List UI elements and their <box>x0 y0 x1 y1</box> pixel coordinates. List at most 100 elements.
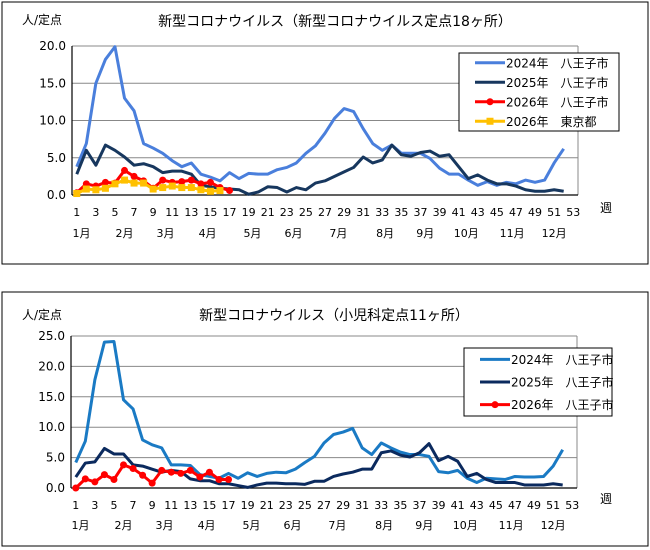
series-3 <box>72 461 233 492</box>
data-point <box>177 469 185 477</box>
data-point <box>215 475 223 483</box>
month-label: 7月 <box>329 227 347 240</box>
chart-1: 新型コロナウイルス（新型コロナウイルス定点18ヶ所） 人/定点週 0.0 5.0 10.… <box>1 1 649 265</box>
month-label: 1月 <box>73 227 91 240</box>
series-line <box>74 442 563 489</box>
x-tick-label: 33 <box>375 206 389 219</box>
series-1 <box>75 45 565 187</box>
series-1 <box>74 339 564 485</box>
data-point <box>110 475 118 483</box>
x-axis-label: 週 <box>600 201 612 215</box>
data-point <box>187 176 195 184</box>
x-tick-label: 23 <box>279 499 293 512</box>
y-tick-label: 25.0 <box>38 329 65 343</box>
series-2 <box>75 143 564 196</box>
data-point <box>159 184 167 192</box>
x-tick-label: 17 <box>222 499 236 512</box>
data-point <box>197 180 205 188</box>
x-tick-label: 45 <box>489 499 503 512</box>
month-label: 6月 <box>284 227 302 240</box>
data-point <box>216 187 224 195</box>
y-tick-label: 10.0 <box>39 114 66 128</box>
data-point <box>121 166 129 174</box>
data-point <box>139 471 147 479</box>
series-2 <box>74 442 563 489</box>
legend-marker <box>486 117 494 125</box>
x-tick-label: 45 <box>490 206 504 219</box>
x-tick-label: 41 <box>451 499 465 512</box>
month-label: 6月 <box>283 519 301 532</box>
legend-marker <box>491 401 499 409</box>
month-label: 10月 <box>453 519 478 532</box>
x-tick-label: 29 <box>336 499 350 512</box>
month-label: 10月 <box>454 227 479 240</box>
x-tick-label: 31 <box>355 499 369 512</box>
x-tick-label: 21 <box>261 206 275 219</box>
x-tick-label: 39 <box>433 206 447 219</box>
chart-frame <box>1 291 649 547</box>
data-point <box>206 178 214 186</box>
month-label: 4月 <box>198 519 216 532</box>
month-label: 5月 <box>242 519 260 532</box>
x-tick-label: 27 <box>318 206 332 219</box>
x-tick-label: 13 <box>183 499 197 512</box>
data-point <box>149 185 157 193</box>
month-label: 12月 <box>541 519 566 532</box>
month-label: 2月 <box>115 519 133 532</box>
series-line <box>74 339 564 485</box>
x-tick-label: 5 <box>111 206 118 219</box>
x-tick-label: 37 <box>412 499 426 512</box>
data-point <box>72 484 80 492</box>
x-tick-label: 11 <box>165 206 179 219</box>
legend-label: 2025年 八王子市 <box>506 75 609 90</box>
x-tick-label: 33 <box>374 499 388 512</box>
data-point <box>73 190 81 198</box>
x-tick-label: 13 <box>184 206 198 219</box>
y-tick-label: 0.0 <box>47 188 66 202</box>
data-point <box>168 182 176 190</box>
legend-label: 2024年 八王子市 <box>506 55 609 70</box>
data-point <box>206 187 214 195</box>
month-label: 8月 <box>375 519 393 532</box>
y-tick-label: 15.0 <box>39 76 66 90</box>
data-point <box>101 178 109 186</box>
x-tick-label: 1 <box>72 499 79 512</box>
data-point <box>186 466 194 474</box>
x-tick-label: 9 <box>150 206 157 219</box>
month-label: 4月 <box>199 227 217 240</box>
month-label: 5月 <box>243 227 261 240</box>
x-tick-label: 43 <box>470 499 484 512</box>
x-tick-label: 47 <box>509 206 523 219</box>
x-tick-label: 1 <box>73 206 80 219</box>
data-point <box>111 180 119 188</box>
x-tick-label: 49 <box>527 499 541 512</box>
x-tick-label: 17 <box>223 206 237 219</box>
x-tick-label: 21 <box>260 499 274 512</box>
series-line <box>75 143 564 196</box>
month-label: 3月 <box>157 227 175 240</box>
x-tick-label: 29 <box>337 206 351 219</box>
legend: 2024年 八王子市 2025年 八王子市 2026年 八王子市 2026年 東京都 <box>458 52 620 132</box>
month-label: 3月 <box>156 519 174 532</box>
series-line <box>75 45 565 187</box>
data-point <box>167 468 175 476</box>
month-label: 9月 <box>416 227 434 240</box>
x-tick-label: 23 <box>280 206 294 219</box>
month-label: 7月 <box>328 519 346 532</box>
series-4 <box>73 176 224 198</box>
data-point <box>120 461 128 469</box>
x-tick-label: 37 <box>413 206 427 219</box>
legend-box <box>458 52 620 132</box>
x-tick-label: 19 <box>241 499 255 512</box>
month-label: 2月 <box>116 227 134 240</box>
data-point <box>130 179 138 187</box>
x-tick-label: 41 <box>452 206 466 219</box>
x-tick-label: 39 <box>432 499 446 512</box>
month-label: 8月 <box>376 227 394 240</box>
data-point <box>187 184 195 192</box>
x-tick-label: 7 <box>131 206 138 219</box>
x-tick-label: 3 <box>92 206 99 219</box>
series-line <box>76 178 221 195</box>
